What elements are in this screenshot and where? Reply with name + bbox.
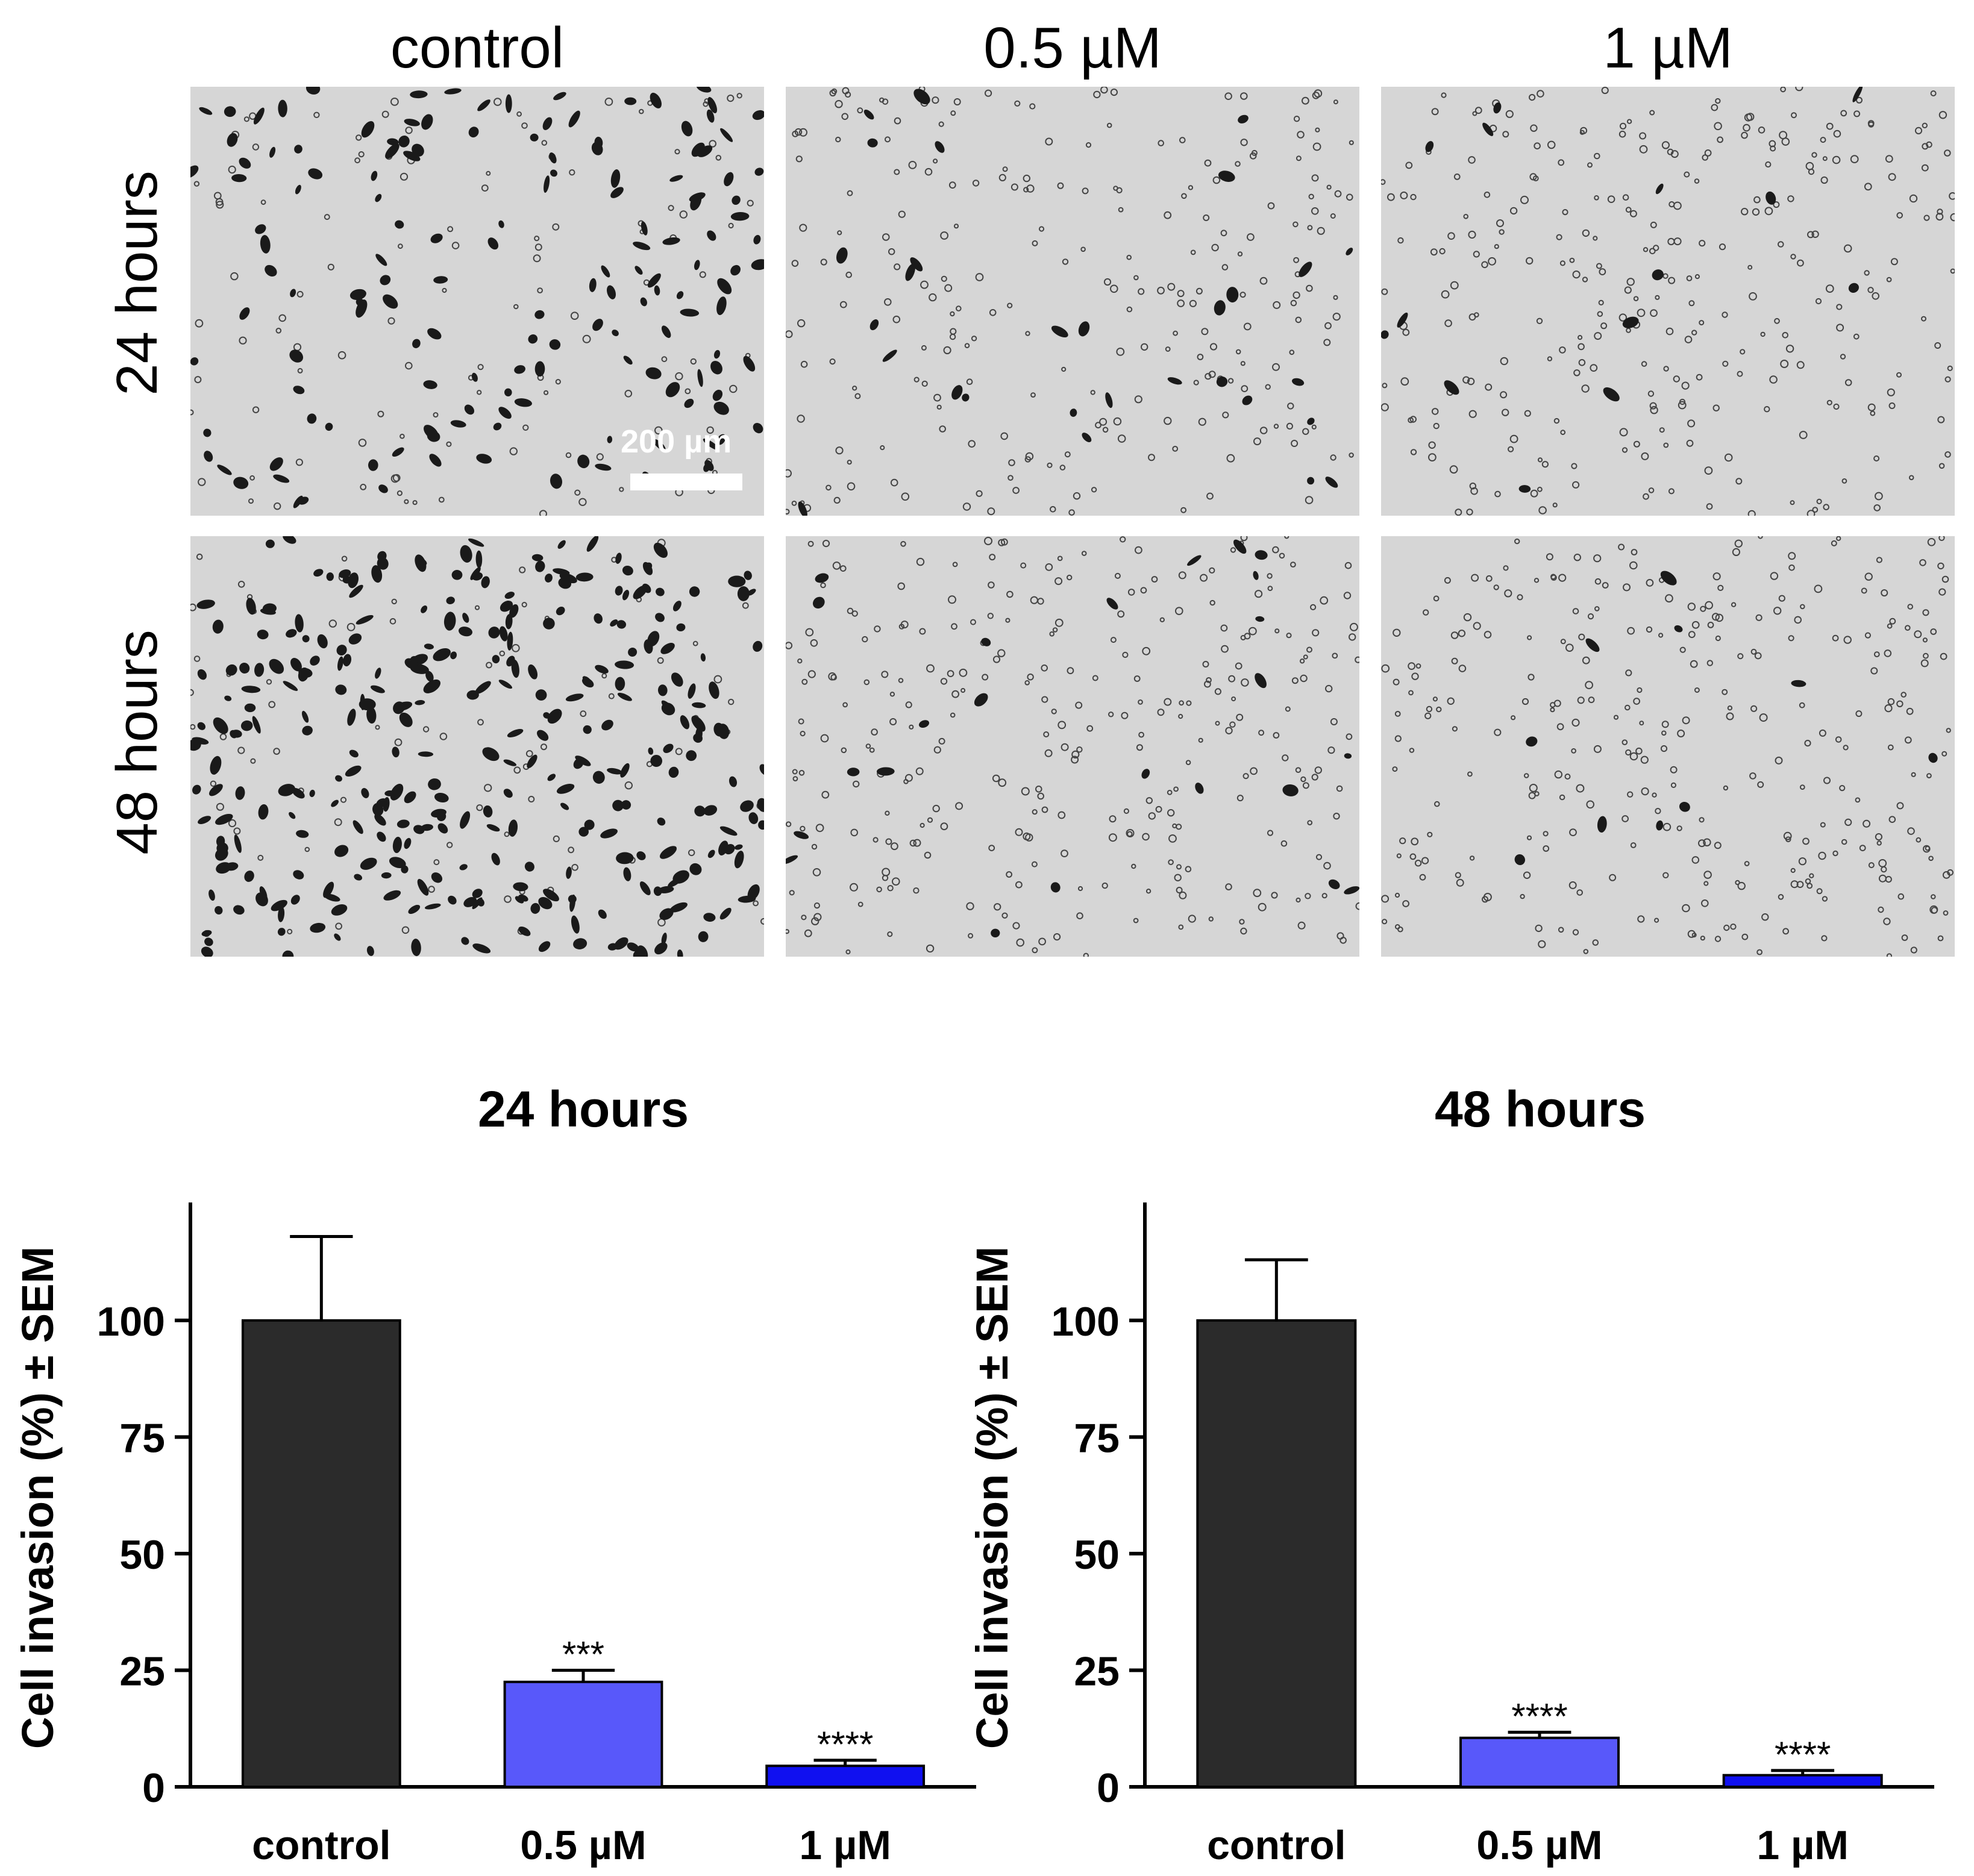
micrograph-texture: [190, 87, 764, 516]
y-axis-label: Cell invasion (%) ± SEM: [13, 1246, 63, 1749]
micrograph-control-24h: [190, 87, 764, 516]
y-axis-label: Cell invasion (%) ± SEM: [967, 1246, 1017, 1749]
scale-bar: [630, 474, 742, 490]
y-tick-label: 75: [1074, 1415, 1120, 1461]
bar: [1459, 1736, 1620, 1789]
chart-title: 24 hours: [478, 1081, 689, 1137]
bar: [1196, 1319, 1357, 1788]
significance-label: ****: [1511, 1696, 1567, 1736]
y-tick-label: 75: [119, 1415, 165, 1461]
column-label-control: control: [390, 16, 565, 80]
x-tick-label: 0.5 µM: [1476, 1822, 1602, 1868]
micrograph-0-5-um-24h: [786, 87, 1359, 516]
micrograph-1-um-48h: [1381, 536, 1955, 957]
y-tick-label: 50: [1074, 1532, 1120, 1578]
x-tick-label: control: [252, 1822, 390, 1868]
y-tick-label: 25: [119, 1648, 165, 1694]
column-label-1-um: 1 µM: [1603, 16, 1733, 80]
chart-1: 24 hours Cell invasion (%) ± SEM 0 25 50 75 10…: [13, 1081, 976, 1868]
x-tick-label: 1 µM: [799, 1822, 891, 1868]
row-label-24-hours: 24 hours: [105, 170, 169, 396]
bar: [1722, 1774, 1883, 1788]
y-tick-label: 100: [97, 1299, 165, 1345]
micrograph-texture: [786, 87, 1359, 516]
y-tick-label: 0: [142, 1765, 165, 1811]
significance-label: ***: [562, 1634, 604, 1674]
y-tick-label: 50: [119, 1532, 165, 1578]
bar: [765, 1765, 926, 1788]
chart-title: 48 hours: [1435, 1081, 1646, 1137]
significance-label: ****: [1775, 1734, 1831, 1775]
x-tick-label: 1 µM: [1756, 1822, 1849, 1868]
micrograph-texture: [786, 536, 1359, 957]
micrograph-1-um-24h: [1381, 87, 1955, 516]
x-tick-label: control: [1207, 1822, 1346, 1868]
y-tick-label: 100: [1051, 1299, 1120, 1345]
bar: [241, 1319, 401, 1788]
micrograph-texture: [1381, 536, 1955, 957]
column-label-0-5-um: 0.5 µM: [983, 16, 1162, 80]
micrograph-grid: control 0.5 µM 1 µM 24 hours 48 hours 20…: [105, 16, 1955, 957]
micrograph-texture: [1381, 87, 1955, 516]
row-label-48-hours: 48 hours: [105, 630, 169, 855]
chart-2: 48 hours Cell invasion (%) ± SEM 0 25 50 75 10…: [967, 1081, 1934, 1868]
significance-label: ****: [817, 1724, 873, 1765]
micrograph-control-48h: [190, 536, 764, 957]
y-tick-label: 25: [1074, 1648, 1120, 1694]
y-tick-label: 0: [1097, 1765, 1120, 1811]
bar: [503, 1680, 663, 1788]
micrograph-0-5-um-48h: [786, 536, 1359, 957]
bar-charts: 24 hours Cell invasion (%) ± SEM 0 25 50 75 10…: [13, 1081, 1934, 1868]
x-tick-label: 0.5 µM: [520, 1822, 646, 1868]
micrograph-texture: [190, 536, 764, 957]
scale-bar-label: 200 µm: [621, 424, 732, 460]
